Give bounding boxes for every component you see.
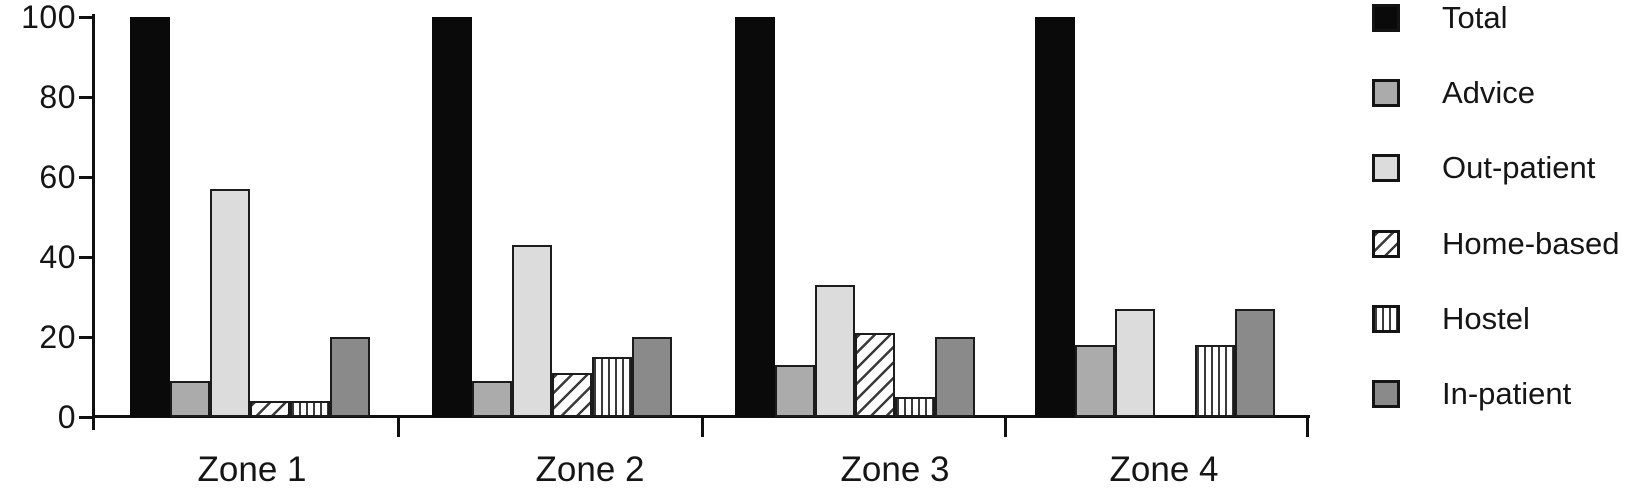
x-axis-label-zone-3: Zone 3 bbox=[840, 450, 950, 489]
x-axis-label-zone-2: Zone 2 bbox=[535, 450, 645, 489]
bar-total-zone-3 bbox=[735, 17, 775, 417]
y-tick-60 bbox=[79, 176, 93, 179]
bar-total-zone-1 bbox=[130, 17, 170, 417]
y-tick-20 bbox=[79, 336, 93, 339]
legend-label-hostel: Hostel bbox=[1442, 300, 1530, 336]
bar-out-patient-zone-2 bbox=[512, 245, 552, 417]
bar-home-based-zone-2 bbox=[552, 373, 592, 417]
legend-item-out-patient: Out-patient bbox=[1372, 151, 1595, 185]
bar-hostel-zone-2 bbox=[592, 357, 632, 417]
bar-home-based-zone-1 bbox=[250, 401, 290, 417]
y-tick-40 bbox=[79, 256, 93, 259]
legend-swatch-advice bbox=[1372, 79, 1400, 108]
x-tick-4 bbox=[1306, 418, 1309, 437]
y-tick-label-0: 0 bbox=[57, 399, 76, 435]
bar-advice-zone-3 bbox=[775, 365, 815, 417]
legend-swatch-out-patient bbox=[1372, 154, 1400, 183]
y-tick-label-60: 60 bbox=[39, 159, 76, 195]
x-tick-2 bbox=[701, 418, 704, 437]
bar-hostel-zone-1 bbox=[290, 401, 330, 417]
y-tick-100 bbox=[79, 16, 93, 19]
bar-advice-zone-1 bbox=[170, 381, 210, 417]
bar-in-patient-zone-4 bbox=[1235, 309, 1275, 417]
legend-label-total: Total bbox=[1442, 0, 1508, 35]
y-tick-0 bbox=[79, 416, 93, 419]
bar-in-patient-zone-2 bbox=[632, 337, 672, 417]
legend-item-total: Total bbox=[1372, 1, 1507, 35]
legend-item-advice: Advice bbox=[1372, 76, 1535, 110]
legend-swatch-in-patient bbox=[1372, 380, 1400, 408]
legend-label-out-patient: Out-patient bbox=[1442, 150, 1596, 186]
x-tick-1 bbox=[397, 418, 400, 437]
bar-advice-zone-4 bbox=[1075, 345, 1115, 417]
bar-total-zone-4 bbox=[1035, 17, 1075, 417]
legend-item-home-based: Home-based bbox=[1372, 225, 1620, 261]
bar-home-based-zone-3 bbox=[855, 333, 895, 417]
bar-in-patient-zone-3 bbox=[935, 337, 975, 417]
x-axis-label-zone-1: Zone 1 bbox=[197, 450, 307, 489]
bar-in-patient-zone-1 bbox=[330, 337, 370, 417]
x-tick-3 bbox=[1004, 418, 1007, 437]
legend-item-hostel: Hostel bbox=[1372, 300, 1530, 336]
legend-label-in-patient: In-patient bbox=[1442, 376, 1572, 411]
legend-label-home-based: Home-based bbox=[1442, 225, 1620, 261]
legend-swatch-hostel bbox=[1372, 304, 1400, 333]
legend-label-advice: Advice bbox=[1442, 75, 1536, 111]
y-tick-label-80: 80 bbox=[39, 79, 76, 115]
bar-out-patient-zone-3 bbox=[815, 285, 855, 417]
legend-swatch-home-based bbox=[1372, 229, 1400, 258]
y-axis-line bbox=[92, 14, 95, 430]
bar-hostel-zone-4 bbox=[1195, 345, 1235, 417]
y-tick-80 bbox=[79, 96, 93, 99]
bar-out-patient-zone-4 bbox=[1115, 309, 1155, 417]
y-tick-label-20: 20 bbox=[39, 319, 76, 355]
legend-item-in-patient: In-patient bbox=[1372, 377, 1571, 411]
x-axis-line bbox=[92, 415, 1310, 418]
y-tick-label-100: 100 bbox=[21, 0, 76, 35]
y-tick-label-40: 40 bbox=[39, 239, 76, 275]
bar-total-zone-2 bbox=[432, 17, 472, 417]
bar-advice-zone-2 bbox=[472, 381, 512, 417]
x-axis-label-zone-4: Zone 4 bbox=[1109, 450, 1219, 489]
bar-out-patient-zone-1 bbox=[210, 189, 250, 417]
legend-swatch-total bbox=[1372, 4, 1400, 32]
bar-hostel-zone-3 bbox=[895, 397, 935, 417]
